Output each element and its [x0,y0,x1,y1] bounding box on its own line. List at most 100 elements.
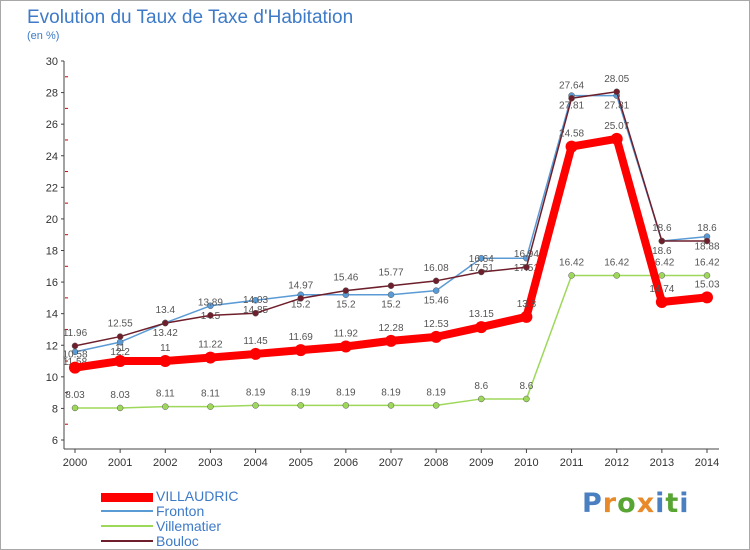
data-point-bouloc [432,277,440,285]
data-label-villematier: 8.19 [381,387,401,398]
data-label-bouloc: 12.55 [108,319,133,330]
y-tick-label: 28 [46,88,58,100]
data-point-bouloc [207,312,214,319]
x-tick-label: 2004 [243,457,267,469]
data-label-villaudric: 13.8 [517,299,537,310]
y-tick-label: 30 [46,56,58,68]
legend-swatch-villematier [101,525,153,527]
data-point-villematier [387,402,395,409]
data-point-bouloc [387,282,395,289]
y-tick-label: 22 [46,182,58,194]
data-point-villematier [116,404,124,412]
data-point-villematier [568,272,575,279]
data-point-villaudric [69,361,81,374]
data-label-villaudric: 11.45 [243,336,268,347]
data-label-fronton: 27.81 [604,101,629,112]
legend-label-bouloc: Bouloc [156,533,199,549]
logo-letter: t [665,488,680,519]
data-label-villaudric: 14.74 [649,284,674,295]
data-label-villaudric: 11.22 [198,340,223,351]
data-label-bouloc: 16.08 [424,263,449,274]
data-label-fronton: 12.2 [110,347,130,358]
y-tick-label: 20 [46,214,58,226]
y-tick-label: 6 [52,435,58,447]
data-point-bouloc [658,237,666,245]
data-label-bouloc: 16.64 [469,254,494,265]
data-label-villematier: 8.6 [519,381,533,392]
data-point-villematier [297,402,304,409]
data-point-villaudric [249,347,262,360]
data-label-villaudric: 11.69 [289,332,314,343]
data-point-villaudric [701,291,713,304]
data-label-villematier: 8.6 [474,381,488,392]
data-label-villematier: 16.42 [604,257,629,268]
x-tick-label: 2000 [63,457,87,469]
proxiti-logo[interactable]: Proxiti [582,488,690,519]
data-point-bouloc [162,319,169,327]
data-label-fronton: 27.81 [559,101,584,112]
x-tick-label: 2006 [334,457,358,469]
data-point-villaudric [294,344,307,357]
x-tick-label: 2002 [153,457,177,469]
data-label-villaudric: 24.58 [559,129,584,140]
data-point-fronton [252,296,259,304]
data-point-villaudric [475,321,488,334]
data-label-villaudric: 25.07 [604,121,629,132]
y-tick-label: 10 [46,372,58,384]
data-point-villaudric [204,351,217,364]
legend-swatch-villaudric [101,493,153,502]
data-label-bouloc: 28.05 [604,74,629,85]
data-label-bouloc: 16.94 [514,249,539,260]
data-label-villematier: 8.11 [156,389,175,400]
chart-title: Evolution du Taux de Taxe d'Habitation [27,7,354,28]
data-point-villaudric [565,140,578,153]
data-point-villaudric [385,334,397,347]
x-tick-label: 2011 [560,457,584,469]
data-label-villematier: 8.19 [336,387,356,398]
x-tick-label: 2003 [198,457,222,469]
data-label-villaudric: 11 [115,343,126,354]
data-label-bouloc: 14.03 [243,295,268,306]
x-tick-label: 2001 [108,457,132,469]
y-tick-label: 18 [46,246,58,258]
data-point-bouloc [613,88,620,96]
data-point-villematier [613,272,620,279]
data-point-villematier [71,404,79,412]
data-point-villematier [252,402,259,409]
x-tick-label: 2010 [514,457,538,469]
data-label-fronton: 15.46 [424,296,449,307]
data-label-villaudric: 10.58 [62,350,87,361]
data-point-villematier [342,402,350,409]
data-label-villaudric: 12.28 [378,323,403,334]
data-point-bouloc [71,342,79,350]
y-tick-label: 14 [46,309,58,321]
data-label-villematier: 8.19 [426,387,446,398]
data-point-villaudric [339,340,352,353]
y-tick-label: 24 [46,151,58,163]
logo-letter: x [636,488,656,519]
data-label-fronton: 15.2 [381,300,401,311]
data-label-bouloc: 18.6 [697,223,717,234]
data-label-fronton: 18.6 [652,246,672,257]
y-tick-label: 8 [52,403,58,415]
data-point-villaudric [159,355,172,368]
data-point-villematier [162,403,169,410]
data-label-villematier: 8.19 [246,387,266,398]
data-label-bouloc: 14.97 [288,280,313,291]
data-point-villematier [478,395,485,403]
data-label-bouloc: 13.4 [156,305,176,316]
logo-letter: o [617,488,637,519]
x-tick-label: 2012 [604,457,628,469]
logo-letter: r [602,488,618,519]
data-point-villaudric [655,295,668,308]
legend-label-fronton: Fronton [156,503,205,519]
data-label-villematier: 8.11 [201,389,220,400]
data-point-villematier [658,272,666,279]
data-point-fronton [478,254,485,262]
data-label-fronton: 13.42 [153,328,178,339]
data-point-bouloc [116,333,124,340]
legend-label-villaudric: VILLAUDRIC [156,488,239,504]
y-tick-label: 16 [46,277,58,289]
x-tick-label: 2014 [695,457,719,469]
